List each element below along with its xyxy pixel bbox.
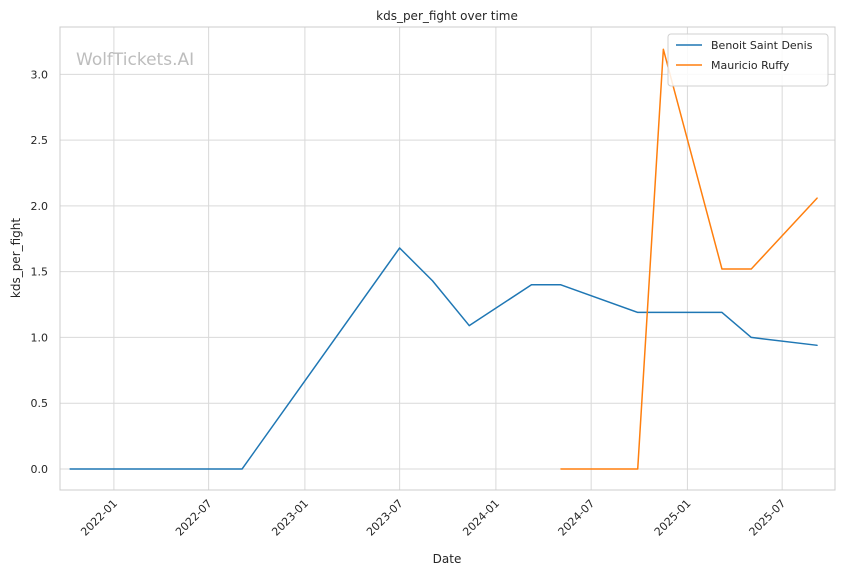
- data-point: [662, 48, 664, 50]
- data-point: [721, 268, 723, 270]
- data-point: [750, 336, 752, 339]
- y-tick-label: 3.0: [31, 68, 49, 81]
- data-point: [721, 311, 723, 314]
- data-point: [241, 468, 243, 470]
- y-tick-label: 2.0: [31, 200, 49, 213]
- data-point: [431, 280, 434, 282]
- data-point: [637, 468, 639, 470]
- data-point: [560, 468, 562, 470]
- plot-frame: [59, 26, 836, 491]
- data-point: [530, 284, 533, 286]
- legend-entry: Benoit Saint Denis: [711, 39, 813, 52]
- data-point: [750, 268, 752, 270]
- legend-box: [667, 33, 829, 87]
- data-point: [69, 468, 71, 470]
- y-tick-label: 0.5: [31, 397, 49, 410]
- data-point: [399, 247, 401, 249]
- chart-title: kds_per_fight over time: [376, 9, 518, 23]
- x-tick-label: 2024-01: [460, 497, 502, 539]
- y-tick-label: 1.0: [31, 331, 49, 344]
- y-axis-label: kds_per_fight: [9, 218, 23, 299]
- data-point: [560, 284, 562, 286]
- y-tick-label: 1.5: [31, 266, 49, 279]
- series-line-1: [560, 48, 818, 470]
- x-axis-label: Date: [433, 552, 462, 566]
- x-tick-label: 2022-07: [173, 497, 215, 539]
- watermark: WolfTickets.AI: [76, 50, 194, 70]
- data-point: [816, 344, 818, 346]
- x-tick-label: 2023-07: [364, 497, 406, 539]
- series-layer: [69, 48, 818, 470]
- series-line-0: [69, 247, 818, 470]
- x-axis-ticks: 2022-01 2022-07 2023-01 2023-07 2024-01 2024-…: [78, 497, 788, 539]
- data-point: [468, 324, 470, 327]
- x-tick-label: 2022-01: [78, 497, 120, 539]
- y-axis-ticks: 0.0 0.5 1.0 1.5 2.0 2.5 3.0: [31, 68, 49, 476]
- x-tick-label: 2025-01: [652, 497, 694, 539]
- x-tick-label: 2023-01: [269, 497, 311, 539]
- legend: Benoit Saint Denis Mauricio Ruffy: [667, 33, 829, 87]
- y-tick-label: 2.5: [31, 134, 49, 147]
- data-point: [637, 311, 639, 314]
- x-tick-label: 2025-07: [747, 497, 789, 539]
- data-point: [816, 197, 818, 199]
- y-tick-label: 0.0: [31, 463, 49, 476]
- legend-entry: Mauricio Ruffy: [711, 59, 790, 72]
- x-tick-label: 2024-07: [556, 497, 598, 539]
